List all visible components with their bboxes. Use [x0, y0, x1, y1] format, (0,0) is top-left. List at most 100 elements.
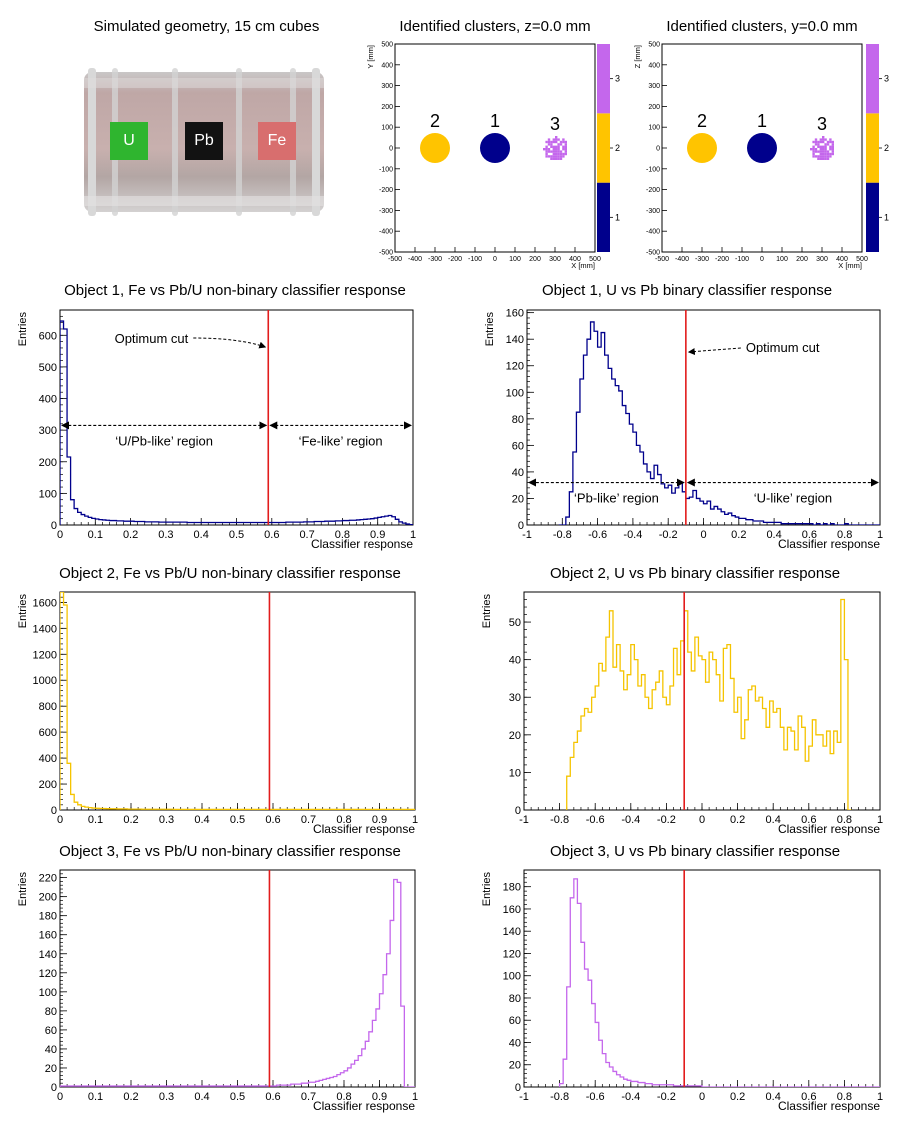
x-tick-label: 0.4 — [194, 814, 209, 826]
x-tick-label: 0 — [57, 814, 63, 826]
x-tick-label: -400 — [408, 256, 422, 263]
x-tick-label: 0.8 — [336, 1091, 351, 1103]
palette-swatch-2 — [866, 113, 879, 183]
x-tick-label: 500 — [589, 256, 601, 263]
plot-frame — [59, 309, 414, 526]
y-tick-label: 500 — [648, 42, 660, 49]
palette-label-2: 2 — [615, 143, 620, 153]
cube-pb: Pb — [185, 122, 223, 160]
x-tick-label: 0.5 — [229, 529, 244, 541]
y-tick-label: -300 — [646, 208, 660, 215]
x-tick-label: -0.4 — [621, 814, 640, 826]
y-axis-label: Entries — [481, 872, 493, 907]
y-tick-label: 200 — [648, 104, 660, 111]
x-tick-label: 0.7 — [301, 814, 316, 826]
x-tick-label: 1 — [412, 1091, 418, 1103]
y-tick-label: 30 — [509, 692, 521, 704]
x-tick-label: 1 — [877, 529, 883, 541]
x-tick-label: -500 — [388, 256, 402, 263]
y-tick-label: 0 — [389, 146, 393, 153]
y-tick-label: 20 — [509, 730, 521, 742]
palette-swatch-2 — [597, 113, 610, 183]
x-tick-label: -0.4 — [623, 529, 642, 541]
y-tick-label: 80 — [509, 993, 521, 1005]
palette-label-1: 1 — [615, 212, 620, 222]
x-tick-label: -200 — [715, 256, 729, 263]
chart-6-title: Object 3, U vs Pb binary classifier resp… — [549, 843, 841, 860]
x-tick-label: 0.1 — [88, 814, 103, 826]
y-tick-label: 0 — [515, 1082, 521, 1094]
x-tick-label: -400 — [675, 256, 689, 263]
x-tick-label: 0 — [57, 1091, 63, 1103]
y-tick-label: 100 — [503, 971, 521, 983]
y-tick-label: 400 — [39, 753, 57, 765]
y-tick-label: 140 — [39, 949, 57, 961]
histogram-line — [60, 592, 415, 810]
x-axis-label: Classifier response — [313, 822, 415, 836]
histogram-line — [566, 598, 852, 810]
x-tick-label: 200 — [529, 256, 541, 263]
y-tick-label: -100 — [646, 166, 660, 173]
y-tick-label: 200 — [39, 457, 57, 469]
palette-swatch-1 — [597, 182, 610, 252]
x-tick-label: -0.8 — [553, 529, 572, 541]
x-tick-label: -0.8 — [550, 814, 569, 826]
y-axis-label: Entries — [481, 594, 493, 629]
x-tick-label: 0.2 — [730, 1091, 745, 1103]
x-tick-label: -200 — [448, 256, 462, 263]
x-tick-label: 200 — [796, 256, 808, 263]
y-tick-label: 40 — [509, 655, 521, 667]
optimum-cut-label: Optimum cut — [115, 331, 189, 346]
x-tick-label: 400 — [836, 256, 848, 263]
y-tick-label: 0 — [51, 520, 57, 532]
x-tick-label: -0.2 — [657, 1091, 676, 1103]
x-tick-label: 0.7 — [299, 529, 314, 541]
chart-2: -1 -0.8 -0.6 -0.4 -0.2 0 0.2 0.4 0.6 0.8 1 0 20 40 60 8… — [484, 308, 883, 551]
x-tick-label: 0.4 — [766, 529, 781, 541]
x-tick-label: 0.5 — [230, 814, 245, 826]
x-axis-label: Classifier response — [313, 1099, 415, 1113]
x-tick-label: 0.2 — [123, 814, 138, 826]
x-tick-label: -0.6 — [588, 529, 607, 541]
y-tick-label: 0 — [518, 520, 524, 532]
palette-swatch-1 — [866, 182, 879, 252]
histogram-line — [558, 321, 880, 525]
cube-fe: Fe — [258, 122, 296, 160]
x-tick-label: 1 — [410, 529, 416, 541]
y-axis-label: Entries — [484, 312, 496, 347]
geometry-title: Simulated geometry, 15 cm cubes — [93, 18, 320, 35]
y-tick-label: 100 — [381, 125, 393, 132]
plot-frame — [59, 591, 416, 811]
y-tick-label: -100 — [379, 166, 393, 173]
palette-label-2: 2 — [884, 143, 889, 153]
cluster-map-1: -500 -400 -300 -200 -100 0 100 200 300 400 500 -500… — [366, 42, 620, 271]
x-tick-label: 0.4 — [766, 814, 781, 826]
chart-6: -1 -0.8 -0.6 -0.4 -0.2 0 0.2 0.4 0.6 0.8 1 0 20 40 60 8… — [481, 869, 883, 1113]
x-tick-label: 0 — [699, 1091, 705, 1103]
cluster-map-2-title: Identified clusters, y=0.0 mm — [666, 18, 858, 35]
x-tick-label: 0.3 — [159, 1091, 174, 1103]
x-tick-label: 0.8 — [335, 529, 350, 541]
y-tick-label: -200 — [379, 187, 393, 194]
y-tick-label: 160 — [503, 904, 521, 916]
y-tick-label: 100 — [39, 488, 57, 500]
x-tick-label: 0.6 — [801, 1091, 816, 1103]
y-tick-label: 20 — [45, 1063, 57, 1075]
right-region-label: ‘Fe-like’ region — [299, 433, 383, 448]
x-tick-label: 0.6 — [265, 814, 280, 826]
y-tick-label: 300 — [648, 83, 660, 90]
x-axis-label: Classifier response — [778, 537, 880, 551]
x-tick-label: 0.8 — [336, 814, 351, 826]
chart-2-title: Object 1, U vs Pb binary classifier resp… — [541, 282, 833, 299]
optimum-cut-pointer — [687, 347, 741, 356]
x-tick-label: 0.1 — [88, 529, 103, 541]
x-tick-label: -300 — [695, 256, 709, 263]
cluster-1-blob — [480, 133, 510, 163]
x-tick-label: 0.9 — [372, 1091, 387, 1103]
x-tick-label: 0 — [760, 256, 764, 263]
x-tick-label: -500 — [655, 256, 669, 263]
x-tick-label: 0.8 — [837, 529, 852, 541]
y-tick-label: 20 — [512, 493, 524, 505]
y-tick-label: 100 — [648, 125, 660, 132]
